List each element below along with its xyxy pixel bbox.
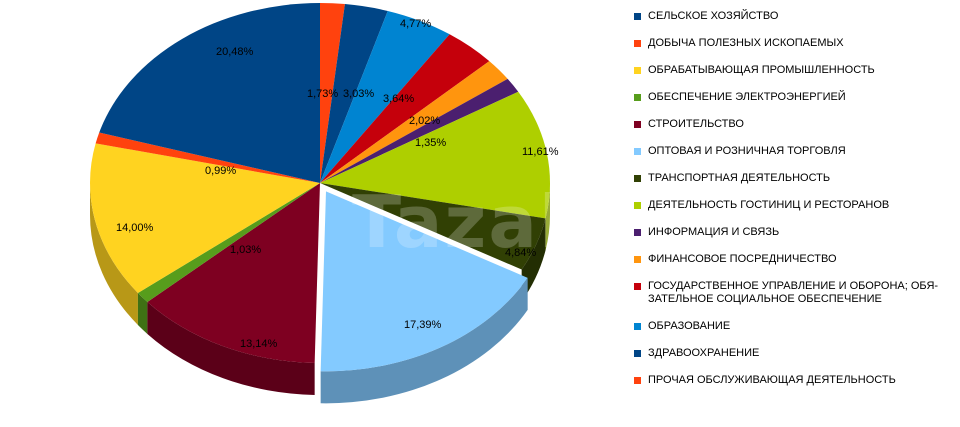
legend-swatch bbox=[634, 121, 641, 128]
pie-side-3 bbox=[137, 292, 148, 334]
slice-label-13: 0,99% bbox=[205, 165, 236, 177]
legend-item-11: ОБРАЗОВАНИЕ bbox=[634, 316, 954, 343]
slice-label-2: 14,00% bbox=[116, 222, 154, 234]
pie-side-5 bbox=[320, 277, 528, 404]
legend-label: ОПТОВАЯ И РОЗНИЧНАЯ ТОРГОВЛЯ bbox=[648, 145, 846, 157]
legend-item-5: ОПТОВАЯ И РОЗНИЧНАЯ ТОРГОВЛЯ bbox=[634, 141, 954, 168]
legend-swatch bbox=[634, 40, 641, 47]
legend-item-1: ДОБЫЧА ПОЛЕЗНЫХ ИСКОПАЕМЫХ bbox=[634, 33, 954, 60]
slice-label-0: 3,03% bbox=[343, 88, 374, 100]
slice-label-4: 13,14% bbox=[240, 338, 278, 350]
legend-item-2: ОБРАБАТЫВАЮЩАЯ ПРОМЫШЛЕННОСТЬ bbox=[634, 60, 954, 87]
legend-swatch bbox=[634, 350, 641, 357]
legend-swatch bbox=[634, 323, 641, 330]
legend-item-9: ФИНАНСОВОЕ ПОСРЕДНИЧЕСТВО bbox=[634, 249, 954, 276]
slice-label-5: 17,39% bbox=[404, 319, 442, 331]
pie-slice-13 bbox=[95, 132, 321, 183]
pie-sides bbox=[90, 183, 550, 404]
legend-label: ОБРАЗОВАНИЕ bbox=[648, 320, 731, 332]
slice-label-1: 1,73% bbox=[307, 88, 338, 100]
legend-swatch bbox=[634, 175, 641, 182]
slice-label-7: 11,61% bbox=[522, 146, 559, 158]
legend-swatch bbox=[634, 256, 641, 263]
legend-label: ПРОЧАЯ ОБСЛУЖИВАЮЩАЯ ДЕЯТЕЛЬНОСТЬ bbox=[648, 374, 896, 386]
legend-swatch bbox=[634, 13, 641, 20]
slice-label-10: 3,64% bbox=[383, 93, 414, 105]
legend-item-6: ТРАНСПОРТНАЯ ДЕЯТЕЛЬНОСТЬ bbox=[634, 168, 954, 195]
legend-label: ТРАНСПОРТНАЯ ДЕЯТЕЛЬНОСТЬ bbox=[648, 172, 831, 184]
pie-slice-0 bbox=[320, 4, 388, 184]
legend-label: ИНФОРМАЦИЯ И СВЯЗЬ bbox=[648, 226, 780, 238]
legend-item-3: ОБЕСПЕЧЕНИЕ ЭЛЕКТРОЭНЕРГИЕЙ bbox=[634, 87, 954, 114]
legend-item-12: ЗДРАВООХРАНЕНИЕ bbox=[634, 343, 954, 370]
legend-item-10: ГОСУДАРСТВЕННОЕ УПРАВЛЕНИЕ И ОБОРОНА; ОБ… bbox=[634, 276, 954, 316]
legend-item-4: СТРОИТЕЛЬСТВО bbox=[634, 114, 954, 141]
pie-slice-2 bbox=[89, 143, 320, 293]
legend-label: ОБЕСПЕЧЕНИЕ ЭЛЕКТРОЭНЕРГИЕЙ bbox=[648, 91, 846, 103]
legend-swatch bbox=[634, 148, 641, 155]
legend-swatch bbox=[634, 67, 641, 74]
legend-label: ДЕЯТЕЛЬНОСТЬ ГОСТИНИЦ И РЕСТОРАНОВ bbox=[648, 199, 890, 211]
pie-slice-4 bbox=[147, 183, 320, 363]
legend-item-13: ПРОЧАЯ ОБСЛУЖИВАЮЩАЯ ДЕЯТЕЛЬНОСТЬ bbox=[634, 370, 954, 397]
legend-label: ДОБЫЧА ПОЛЕЗНЫХ ИСКОПАЕМЫХ bbox=[648, 37, 844, 49]
pie-slice-10 bbox=[320, 34, 490, 184]
legend-swatch bbox=[634, 229, 641, 236]
legend-item-7: ДЕЯТЕЛЬНОСТЬ ГОСТИНИЦ И РЕСТОРАНОВ bbox=[634, 195, 954, 222]
legend-swatch bbox=[634, 377, 641, 384]
legend-swatch bbox=[634, 283, 641, 290]
pie-slice-6 bbox=[320, 183, 546, 270]
slice-label-6: 4,84% bbox=[505, 247, 536, 259]
legend-label: ГОСУДАРСТВЕННОЕ УПРАВЛЕНИЕ И ОБОРОНА; ОБ… bbox=[648, 280, 939, 305]
pie-slice-7 bbox=[320, 91, 550, 219]
slice-label-3: 1,03% bbox=[230, 244, 261, 256]
legend-label: СЕЛЬСКОЕ ХОЗЯЙСТВО bbox=[648, 10, 779, 22]
pie-slice-1 bbox=[320, 3, 345, 183]
legend-label: СТРОИТЕЛЬСТВО bbox=[648, 118, 744, 130]
pie-slice-9 bbox=[320, 61, 508, 183]
slice-label-12: 20,48% bbox=[216, 46, 254, 58]
slice-label-9: 2,02% bbox=[409, 115, 440, 127]
pie-slice-11 bbox=[320, 10, 450, 183]
legend-swatch bbox=[634, 94, 641, 101]
slice-label-11: 4,77% bbox=[400, 18, 431, 30]
legend-label: ОБРАБАТЫВАЮЩАЯ ПРОМЫШЛЕННОСТЬ bbox=[648, 64, 875, 76]
pie-slice-5 bbox=[320, 191, 528, 372]
slice-labels: 1,73% 3,03% 4,77% 3,64% 2,02% 1,35% 11,61% 4,84… bbox=[116, 18, 559, 350]
legend-label: ЗДРАВООХРАНЕНИЕ bbox=[648, 347, 760, 359]
pie-side-7 bbox=[545, 183, 550, 251]
slice-label-8: 1,35% bbox=[415, 137, 446, 149]
legend-item-8: ИНФОРМАЦИЯ И СВЯЗЬ bbox=[634, 222, 954, 249]
pie-slice-12 bbox=[99, 3, 320, 183]
legend-label: ФИНАНСОВОЕ ПОСРЕДНИЧЕСТВО bbox=[648, 253, 837, 265]
pie-side-4 bbox=[147, 301, 315, 395]
legend-item-0: СЕЛЬСКОЕ ХОЗЯЙСТВО bbox=[634, 6, 954, 33]
legend-swatch bbox=[634, 202, 641, 209]
pie-slices bbox=[89, 3, 550, 372]
legend: СЕЛЬСКОЕ ХОЗЯЙСТВО ДОБЫЧА ПОЛЕЗНЫХ ИСКОПА… bbox=[634, 6, 954, 397]
pie-slice-8 bbox=[320, 78, 519, 183]
pie-slice-3 bbox=[137, 183, 320, 302]
pie-side-2 bbox=[90, 183, 138, 325]
